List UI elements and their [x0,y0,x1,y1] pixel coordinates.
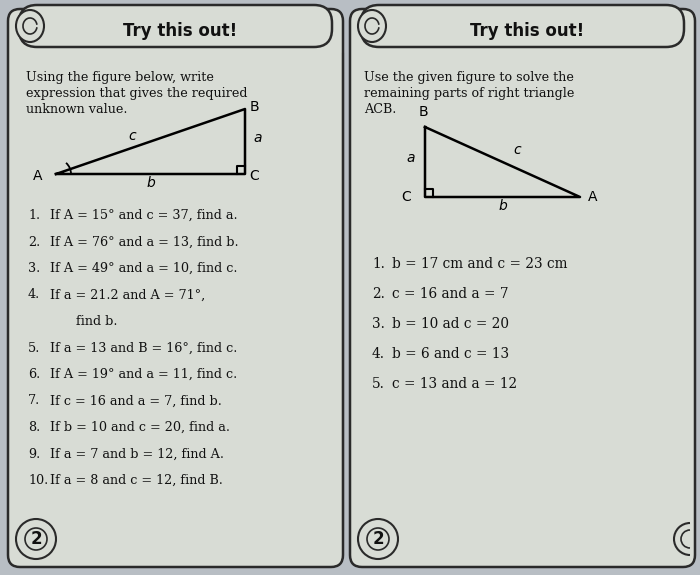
Text: Try this out!: Try this out! [123,22,237,40]
Text: expression that gives the required: expression that gives the required [26,87,248,100]
Text: 2: 2 [30,530,42,548]
Text: A: A [32,169,42,183]
Text: B: B [250,100,260,114]
Text: If A = 76° and a = 13, find b.: If A = 76° and a = 13, find b. [50,236,239,248]
Text: B: B [418,105,428,119]
FancyBboxPatch shape [8,9,343,567]
Text: 6.: 6. [28,368,41,381]
Text: 10.: 10. [28,474,48,487]
Text: Try this out!: Try this out! [470,22,584,40]
Text: If a = 13 and B = 16°, find c.: If a = 13 and B = 16°, find c. [50,342,237,355]
Text: 9.: 9. [28,447,41,461]
Text: c: c [514,143,522,157]
Text: A: A [588,190,598,204]
Text: ACB.: ACB. [364,103,396,116]
Text: 2: 2 [372,530,384,548]
Text: If a = 7 and b = 12, find A.: If a = 7 and b = 12, find A. [50,447,224,461]
Text: find b.: find b. [60,315,118,328]
Text: a: a [253,131,262,144]
Text: If A = 15° and c = 37, find a.: If A = 15° and c = 37, find a. [50,209,237,222]
Text: 5.: 5. [372,377,385,391]
Text: c = 13 and a = 12: c = 13 and a = 12 [392,377,517,391]
Text: If a = 21.2 and A = 71°,: If a = 21.2 and A = 71°, [50,289,205,301]
Text: b: b [146,176,155,190]
Text: a: a [407,151,415,165]
Ellipse shape [358,10,386,42]
Ellipse shape [16,10,44,42]
Text: c: c [129,128,137,143]
FancyBboxPatch shape [19,5,332,47]
Text: If a = 8 and c = 12, find B.: If a = 8 and c = 12, find B. [50,474,223,487]
Text: Use the given figure to solve the: Use the given figure to solve the [364,71,574,84]
Text: 4.: 4. [372,347,385,361]
Text: b = 6 and c = 13: b = 6 and c = 13 [392,347,509,361]
FancyBboxPatch shape [350,9,695,567]
Text: b: b [498,199,507,213]
Text: remaining parts of right triangle: remaining parts of right triangle [364,87,575,100]
Text: 8.: 8. [28,421,41,434]
Text: b = 17 cm and c = 23 cm: b = 17 cm and c = 23 cm [392,257,568,271]
Text: Using the figure below, write: Using the figure below, write [26,71,214,84]
Text: If b = 10 and c = 20, find a.: If b = 10 and c = 20, find a. [50,421,230,434]
Text: unknown value.: unknown value. [26,103,127,116]
Text: b = 10 ad c = 20: b = 10 ad c = 20 [392,317,509,331]
Text: 7.: 7. [28,394,41,408]
Text: 4.: 4. [28,289,41,301]
Text: 5.: 5. [28,342,41,355]
Text: 3.: 3. [372,317,385,331]
Text: If A = 49° and a = 10, find c.: If A = 49° and a = 10, find c. [50,262,237,275]
Text: 3.: 3. [28,262,41,275]
FancyBboxPatch shape [361,5,684,47]
Text: 2.: 2. [372,287,385,301]
Text: 1.: 1. [372,257,385,271]
Text: 1.: 1. [28,209,40,222]
Text: 2.: 2. [28,236,41,248]
Text: C: C [249,169,259,183]
Text: If c = 16 and a = 7, find b.: If c = 16 and a = 7, find b. [50,394,222,408]
Text: c = 16 and a = 7: c = 16 and a = 7 [392,287,508,301]
Text: If A = 19° and a = 11, find c.: If A = 19° and a = 11, find c. [50,368,237,381]
Text: C: C [401,190,411,204]
